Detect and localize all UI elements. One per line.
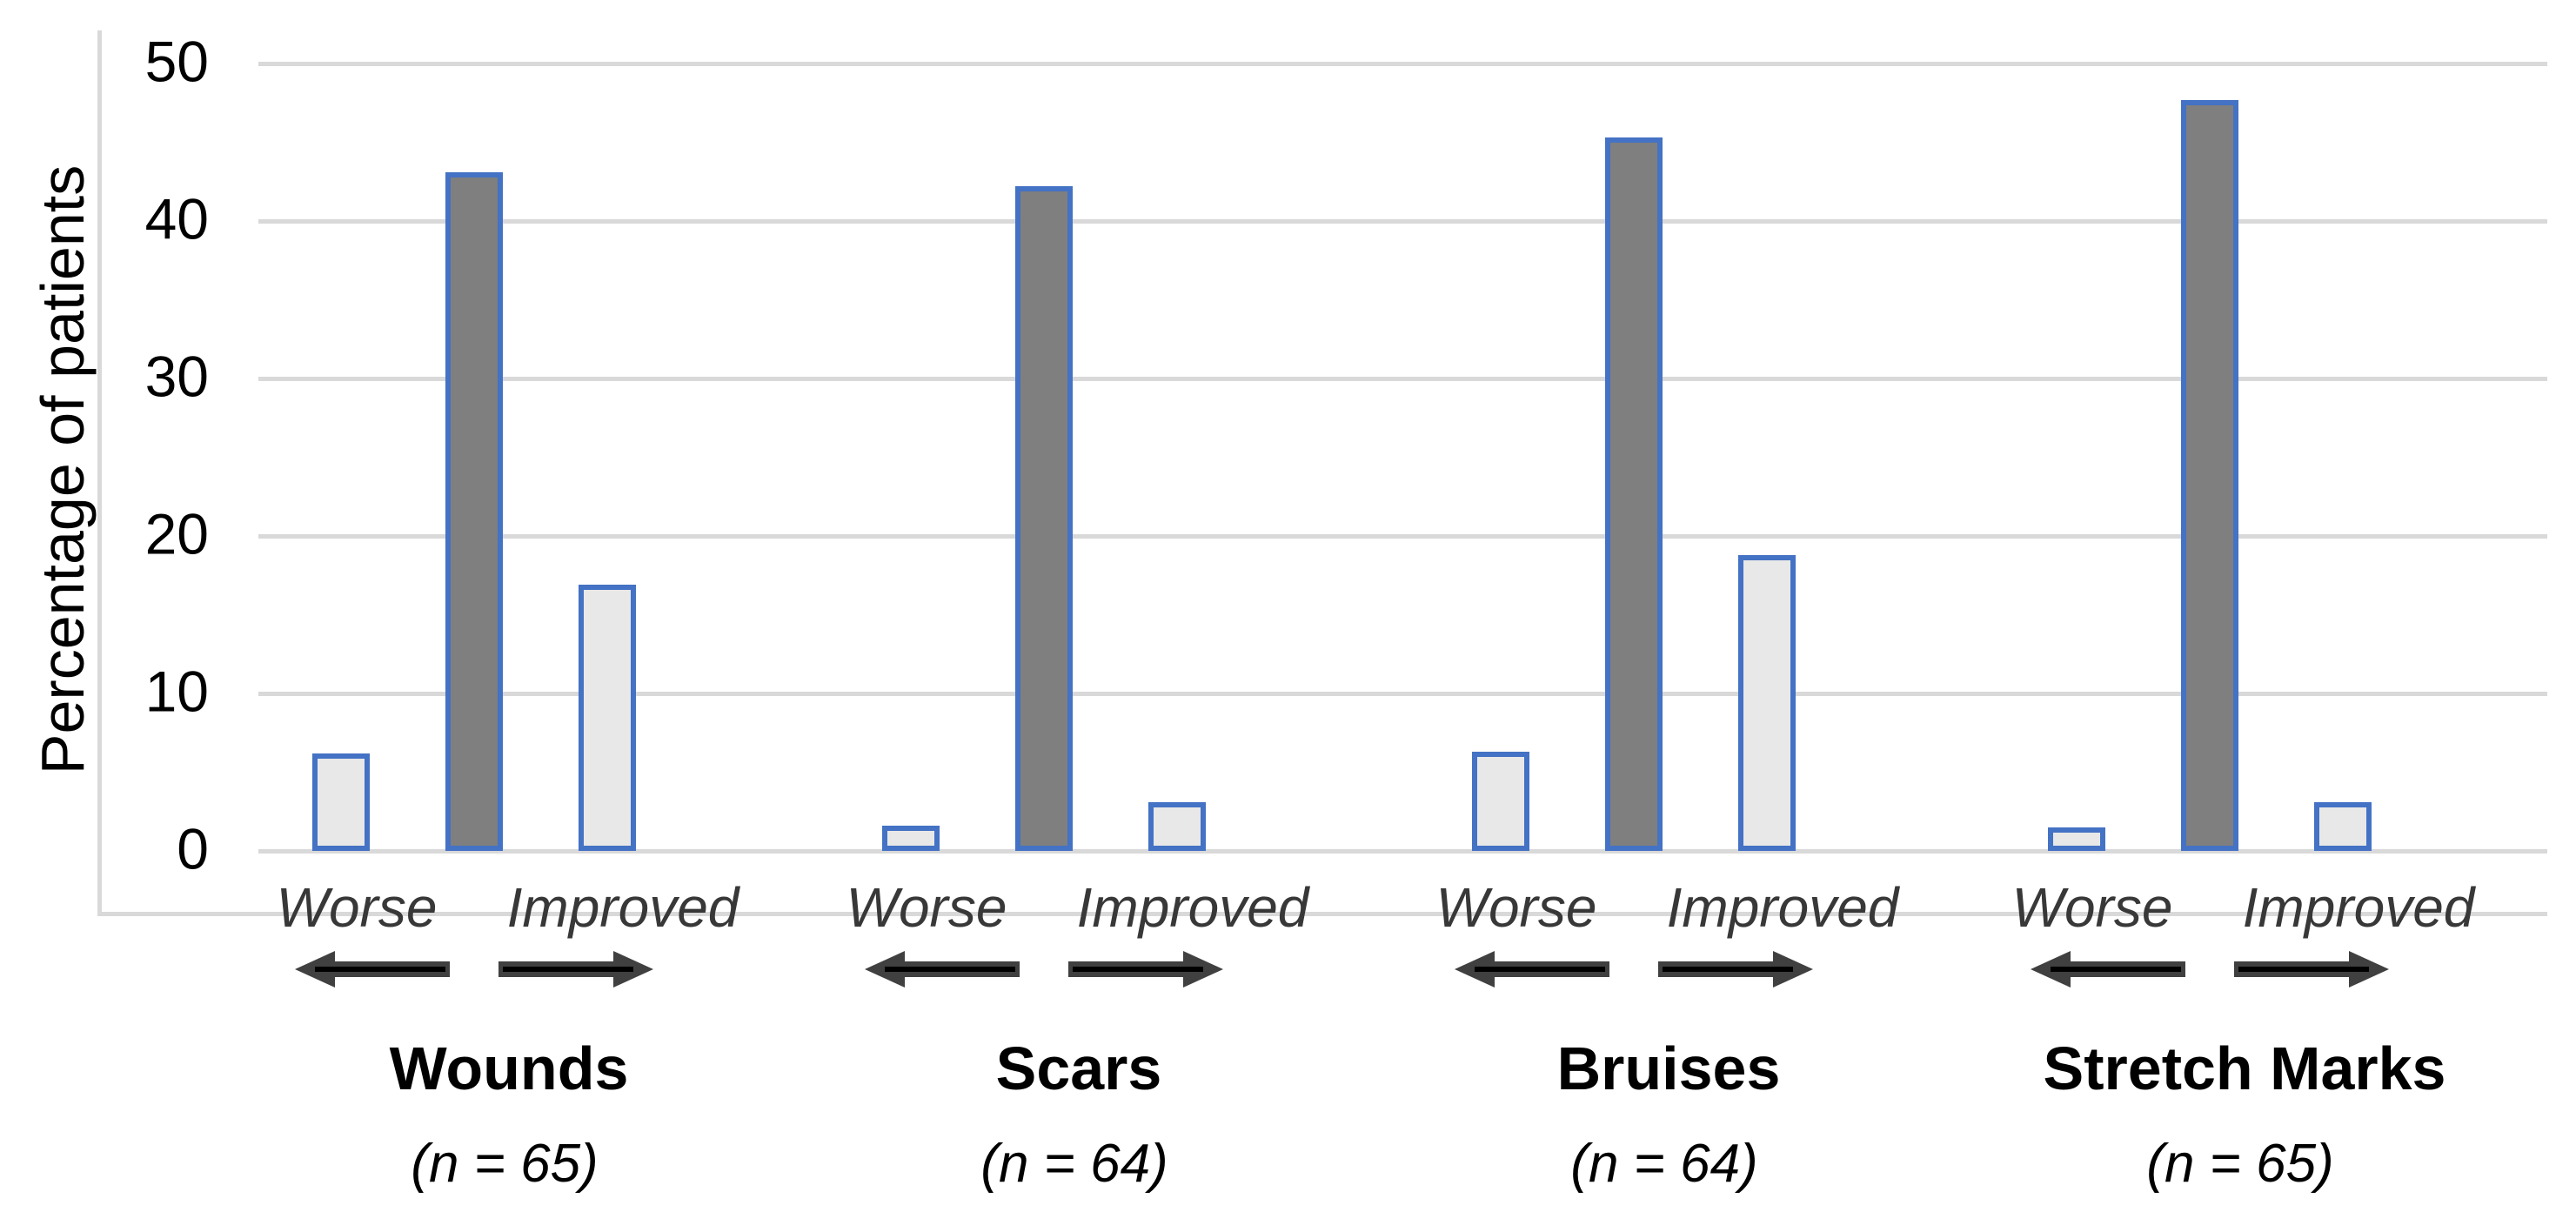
y-tick-label: 30: [144, 344, 209, 409]
improved-right-arrow-icon: [1068, 950, 1223, 988]
y-tick-label: 0: [177, 816, 209, 881]
bar-no-change: [2181, 100, 2238, 851]
worse-label: Worse: [2011, 876, 2173, 939]
bar-improved: [579, 585, 636, 851]
y-axis-line: [97, 30, 102, 916]
y-tick-label: 10: [144, 659, 209, 724]
gridline: [258, 219, 2547, 224]
gridline: [258, 62, 2547, 66]
group-name: Bruises: [1556, 1034, 1781, 1102]
improved-label: Improved: [1666, 876, 1899, 939]
group-n-label: (n = 64): [980, 1134, 1168, 1194]
bar-no-change: [1015, 186, 1073, 851]
improved-right-arrow-icon: [498, 950, 653, 988]
group-name: Scars: [995, 1034, 1162, 1102]
gridline: [258, 534, 2547, 539]
y-tick-label: 50: [144, 29, 209, 94]
bar-worse: [882, 826, 940, 851]
worse-label: Worse: [276, 876, 438, 939]
group-n-label: (n = 64): [1570, 1134, 1758, 1194]
worse-left-arrow-icon: [2031, 950, 2185, 988]
x-axis-line: [97, 912, 2547, 916]
y-tick-label: 20: [144, 501, 209, 566]
worse-left-arrow-icon: [865, 950, 1020, 988]
gridline: [258, 377, 2547, 381]
gridline: [258, 692, 2547, 696]
bar-worse: [312, 753, 370, 851]
bar-improved: [1738, 555, 1796, 851]
gridline: [258, 849, 2547, 854]
bar-no-change: [445, 172, 503, 851]
improved-label: Improved: [506, 876, 739, 939]
worse-label: Worse: [846, 876, 1007, 939]
improved-label: Improved: [2242, 876, 2475, 939]
y-tick-label: 40: [144, 186, 209, 251]
group-n-label: (n = 65): [2146, 1134, 2334, 1194]
improved-label: Improved: [1076, 876, 1309, 939]
bar-improved: [2314, 802, 2372, 851]
bar-worse: [2048, 827, 2105, 851]
worse-left-arrow-icon: [1455, 950, 1609, 988]
group-n-label: (n = 65): [411, 1134, 599, 1194]
worse-label: Worse: [1435, 876, 1597, 939]
bar-improved: [1148, 802, 1206, 851]
group-name: Wounds: [389, 1034, 629, 1102]
improved-right-arrow-icon: [1658, 950, 1813, 988]
improved-right-arrow-icon: [2234, 950, 2389, 988]
bar-worse: [1472, 752, 1529, 851]
worse-left-arrow-icon: [295, 950, 450, 988]
bar-no-change: [1605, 137, 1663, 851]
group-name: Stretch Marks: [2043, 1034, 2446, 1102]
